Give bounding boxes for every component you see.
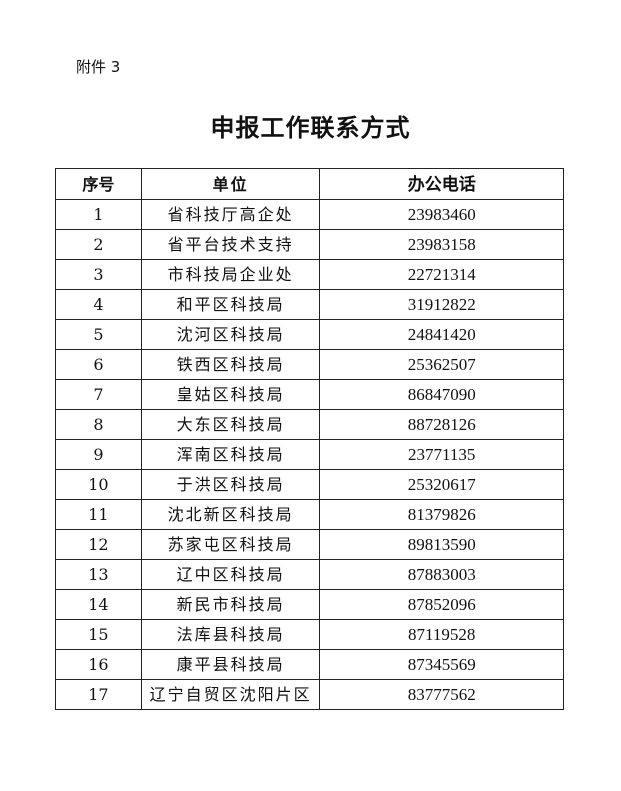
cell-index: 2 (55, 229, 142, 260)
cell-index: 7 (55, 379, 142, 410)
cell-phone: 87852096 (319, 589, 564, 620)
cell-index: 16 (55, 649, 142, 680)
table-row: 12 苏家屯区科技局 89813590 (55, 529, 564, 560)
cell-phone: 87119528 (319, 619, 564, 650)
table-row: 3 市科技局企业处 22721314 (55, 259, 564, 290)
cell-unit: 康平县科技局 (140, 649, 321, 680)
table-row: 17 辽宁自贸区沈阳片区 83777562 (55, 679, 564, 710)
cell-unit: 皇姑区科技局 (140, 379, 321, 410)
cell-index: 4 (55, 289, 142, 320)
cell-unit: 省平台技术支持 (140, 229, 321, 260)
cell-unit: 浑南区科技局 (140, 439, 321, 470)
cell-index: 6 (55, 349, 142, 380)
header-index: 序号 (55, 168, 142, 200)
cell-phone: 88728126 (319, 409, 564, 440)
cell-unit: 市科技局企业处 (140, 259, 321, 290)
cell-unit: 苏家屯区科技局 (140, 529, 321, 560)
table-row: 11 沈北新区科技局 81379826 (55, 499, 564, 530)
cell-unit: 新民市科技局 (140, 589, 321, 620)
cell-index: 8 (55, 409, 142, 440)
cell-phone: 23983158 (319, 229, 564, 260)
page-title: 申报工作联系方式 (210, 113, 411, 142)
cell-index: 5 (55, 319, 142, 350)
cell-phone: 87883003 (319, 559, 564, 590)
cell-phone: 31912822 (319, 289, 564, 320)
cell-index: 1 (55, 199, 142, 230)
cell-unit: 大东区科技局 (140, 409, 321, 440)
contact-table: 序号 单位 办公电话 1 省科技厅高企处 23983460 2 省平台技术支持 23983… (55, 168, 564, 710)
cell-phone: 23983460 (319, 199, 564, 230)
table-row: 7 皇姑区科技局 86847090 (55, 379, 564, 410)
table-row: 5 沈河区科技局 24841420 (55, 319, 564, 350)
cell-phone: 87345569 (319, 649, 564, 680)
cell-index: 15 (55, 619, 142, 650)
table-row: 16 康平县科技局 87345569 (55, 649, 564, 680)
table-row: 4 和平区科技局 31912822 (55, 289, 564, 320)
cell-phone: 86847090 (319, 379, 564, 410)
attachment-label: 附件 3 (76, 58, 121, 76)
cell-unit: 沈河区科技局 (140, 319, 321, 350)
cell-unit: 沈北新区科技局 (140, 499, 321, 530)
cell-phone: 25362507 (319, 349, 564, 380)
cell-index: 12 (55, 529, 142, 560)
cell-index: 14 (55, 589, 142, 620)
cell-phone: 89813590 (319, 529, 564, 560)
cell-phone: 24841420 (319, 319, 564, 350)
table-row: 8 大东区科技局 88728126 (55, 409, 564, 440)
cell-phone: 23771135 (319, 439, 564, 470)
cell-unit: 辽宁自贸区沈阳片区 (140, 679, 321, 710)
cell-phone: 83777562 (319, 679, 564, 710)
cell-index: 11 (55, 499, 142, 530)
table-row: 9 浑南区科技局 23771135 (55, 439, 564, 470)
table-row: 2 省平台技术支持 23983158 (55, 229, 564, 260)
cell-unit: 省科技厅高企处 (140, 199, 321, 230)
cell-index: 17 (55, 679, 142, 710)
cell-unit: 法库县科技局 (140, 619, 321, 650)
table-row: 14 新民市科技局 87852096 (55, 589, 564, 620)
cell-index: 3 (55, 259, 142, 290)
table-row: 15 法库县科技局 87119528 (55, 619, 564, 650)
table-row: 1 省科技厅高企处 23983460 (55, 199, 564, 230)
cell-index: 9 (55, 439, 142, 470)
cell-phone: 25320617 (319, 469, 564, 500)
cell-index: 10 (55, 469, 142, 500)
cell-unit: 辽中区科技局 (140, 559, 321, 590)
cell-index: 13 (55, 559, 142, 590)
cell-unit: 于洪区科技局 (140, 469, 321, 500)
header-unit: 单位 (140, 168, 321, 200)
cell-phone: 22721314 (319, 259, 564, 290)
table-header-row: 序号 单位 办公电话 (55, 168, 564, 200)
table-row: 6 铁西区科技局 25362507 (55, 349, 564, 380)
cell-unit: 和平区科技局 (140, 289, 321, 320)
table-row: 13 辽中区科技局 87883003 (55, 559, 564, 590)
cell-unit: 铁西区科技局 (140, 349, 321, 380)
cell-phone: 81379826 (319, 499, 564, 530)
header-phone: 办公电话 (319, 168, 564, 200)
table-row: 10 于洪区科技局 25320617 (55, 469, 564, 500)
